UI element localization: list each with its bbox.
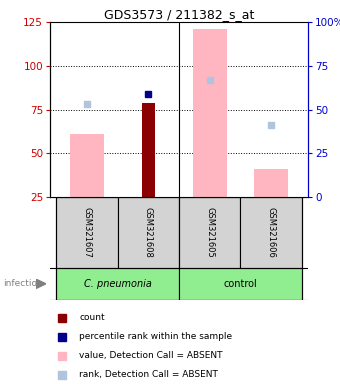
Bar [179,268,302,300]
Bar [254,169,288,197]
Bar [70,134,104,197]
Bar [179,197,240,268]
Text: GSM321608: GSM321608 [144,207,153,258]
Text: value, Detection Call = ABSENT: value, Detection Call = ABSENT [79,351,222,360]
Text: count: count [79,313,105,322]
Bar [193,29,226,197]
Polygon shape [36,279,46,289]
Text: GSM321605: GSM321605 [205,207,214,258]
Text: GSM321606: GSM321606 [267,207,276,258]
Bar [56,197,118,268]
Bar [240,197,302,268]
Bar [118,197,179,268]
Bar [141,103,155,197]
Bar [56,268,179,300]
Text: control: control [224,279,257,289]
Text: C. pneumonia: C. pneumonia [84,279,152,289]
Text: infection: infection [3,280,43,288]
Text: rank, Detection Call = ABSENT: rank, Detection Call = ABSENT [79,370,218,379]
Title: GDS3573 / 211382_s_at: GDS3573 / 211382_s_at [104,8,254,21]
Text: percentile rank within the sample: percentile rank within the sample [79,332,232,341]
Text: GSM321607: GSM321607 [82,207,91,258]
